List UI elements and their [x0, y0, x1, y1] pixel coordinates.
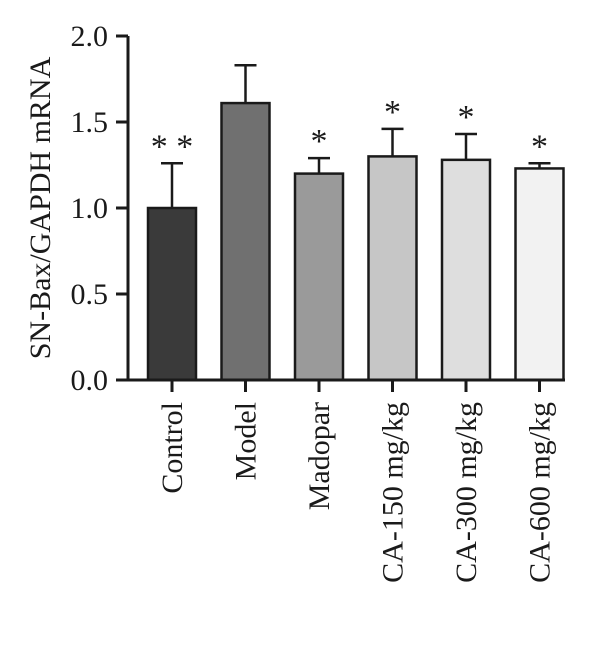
y-tick-label: 2.0 [71, 20, 109, 53]
bar [514, 167, 565, 382]
significance-mark: * * [151, 128, 194, 165]
category-label: CA-150 mg/kg [377, 402, 410, 583]
significance-mark: * [384, 94, 401, 131]
bar [440, 158, 492, 382]
axes-group [126, 36, 565, 382]
bar [220, 101, 271, 382]
bar [367, 155, 418, 382]
y-axis-label: SN-Bax/GAPDH mRNA [24, 56, 57, 359]
y-tick-label: 1.0 [71, 192, 109, 225]
bars-group [146, 101, 565, 382]
significance-group: * * * * * * [151, 94, 548, 165]
significance-mark: * [458, 99, 475, 136]
bar [146, 206, 198, 382]
significance-mark: * [311, 123, 328, 160]
category-label: CA-300 mg/kg [450, 402, 483, 583]
y-axis-ticks: 0.0 0.5 1.0 1.5 2.0 [71, 20, 128, 397]
category-label: Model [230, 402, 263, 480]
error-bars-group [161, 63, 551, 208]
category-label: CA-600 mg/kg [524, 402, 557, 583]
bar [293, 172, 345, 382]
category-label: Control [156, 402, 189, 494]
y-tick-label: 0.5 [71, 278, 109, 311]
significance-mark: * [531, 128, 548, 165]
y-tick-label: 1.5 [71, 106, 109, 139]
x-axis-ticks: Control Model Madopar CA-150 mg/kg CA-300 mg… [156, 380, 557, 583]
y-tick-label: 0.0 [71, 364, 109, 397]
y-axis-label-group: SN-Bax/GAPDH mRNA [24, 56, 57, 359]
category-label: Madopar [303, 402, 336, 510]
